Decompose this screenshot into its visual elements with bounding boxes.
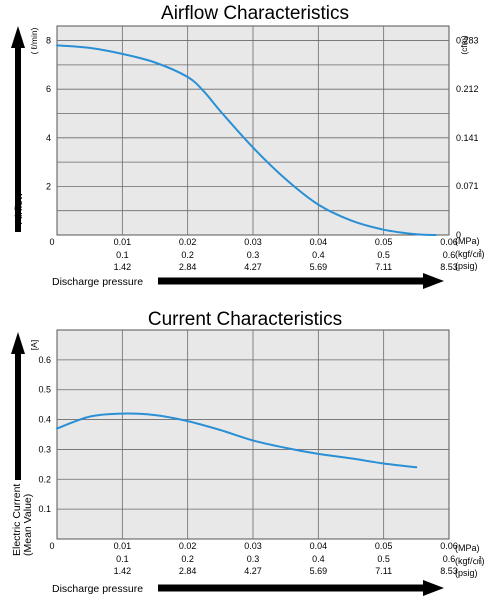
x-tick-label-psig: 7.11 <box>375 566 392 576</box>
x-tick-label-psig: 4.27 <box>244 262 262 272</box>
current-series-line <box>56 412 418 469</box>
x-tick-label-mpa: 0.06 <box>440 541 458 551</box>
airflow-y-unit: ( ℓ/min) <box>29 27 39 54</box>
x-tick-label-mpa: 0.05 <box>375 237 393 247</box>
x-tick-label-kgf: 0.3 <box>247 554 260 564</box>
airflow-chart: Airflow Characteristics Airflow ( ℓ/min)… <box>11 3 485 289</box>
airflow-y-label: Airflow <box>13 192 25 224</box>
airflow-x-ticks: 0 0.01 0.1 1.42 0.02 0.2 2.84 0.03 0.3 4.27 0.04 0.… <box>49 237 457 272</box>
x-tick-label-psig: 1.42 <box>114 566 132 576</box>
x-tick-label-psig: 4.27 <box>244 566 262 576</box>
x-tick-label-psig: 8.53 <box>440 262 458 272</box>
y-tick-label: 0.6 <box>38 355 51 365</box>
airflow-secondary-y-unit: (cfm) <box>459 35 469 55</box>
x-tick-label-kgf: 0.4 <box>312 250 325 260</box>
x-tick-label-kgf: 0.6 <box>443 250 456 260</box>
current-title: Current Characteristics <box>148 309 342 330</box>
y-tick-label: 6 <box>46 84 51 94</box>
y-tick-label: 0.4 <box>38 415 51 425</box>
secondary-y-tick-label: 0.283 <box>456 36 479 46</box>
y-tick-label: 8 <box>46 36 51 46</box>
airflow-secondary-y-ticks: 0 0.071 0.141 0.212 0.283 <box>456 36 479 240</box>
x-tick-label-mpa: 0 <box>49 541 54 551</box>
x-tick-label-kgf: 0.3 <box>247 250 260 260</box>
airflow-x-unit-kgf: (kgf/㎠) <box>455 249 485 259</box>
x-tick-label-mpa: 0.02 <box>179 541 197 551</box>
x-tick-label-kgf: 0.1 <box>116 250 129 260</box>
airflow-series-line <box>56 44 437 236</box>
airflow-title: Airflow Characteristics <box>161 3 349 24</box>
secondary-y-tick-label: 0.212 <box>456 84 479 94</box>
y-tick-label: 4 <box>46 133 51 143</box>
airflow-x-label: Discharge pressure <box>52 276 143 288</box>
x-tick-label-mpa: 0.06 <box>440 237 458 247</box>
x-tick-label-mpa: 0.04 <box>310 237 328 247</box>
current-grid <box>57 330 449 539</box>
x-tick-label-psig: 2.84 <box>179 566 197 576</box>
current-x-ticks: 0 0.01 0.1 1.42 0.02 0.2 2.84 0.03 0.3 4.27 0.04 0.… <box>49 541 457 576</box>
airflow-x-unit-psig: (psig) <box>455 261 478 271</box>
x-tick-label-psig: 5.69 <box>310 566 328 576</box>
current-y-label-line2: (Mean Value) <box>22 494 34 556</box>
x-tick-label-kgf: 0.4 <box>312 554 325 564</box>
x-tick-label-mpa: 0.03 <box>244 541 262 551</box>
airflow-grid <box>57 26 449 235</box>
current-x-unit-psig: (psig) <box>455 568 478 578</box>
x-tick-label-mpa: 0.02 <box>179 237 197 247</box>
x-tick-label-psig: 2.84 <box>179 262 197 272</box>
airflow-x-arrow <box>158 273 444 289</box>
x-tick-label-kgf: 0.2 <box>181 554 194 564</box>
x-tick-label-mpa: 0.03 <box>244 237 262 247</box>
x-tick-label-kgf: 0.5 <box>377 554 390 564</box>
x-tick-label-mpa: 0.05 <box>375 541 393 551</box>
x-tick-label-mpa: 0.01 <box>114 541 132 551</box>
secondary-y-tick-label: 0 <box>456 230 461 240</box>
current-chart: Current Characteristics Electric Current… <box>11 309 485 596</box>
airflow-y-arrow <box>11 26 25 232</box>
current-x-unit-mpa: (MPa) <box>455 543 480 553</box>
secondary-y-tick-label: 0.141 <box>456 133 479 143</box>
x-tick-label-mpa: 0 <box>49 237 54 247</box>
x-tick-label-psig: 1.42 <box>114 262 132 272</box>
y-tick-label: 2 <box>46 181 51 191</box>
current-x-arrow <box>158 580 444 596</box>
x-tick-label-kgf: 0.1 <box>116 554 129 564</box>
x-tick-label-mpa: 0.01 <box>114 237 132 247</box>
y-tick-label: 0.5 <box>38 385 51 395</box>
current-y-unit: [A] <box>29 340 39 350</box>
current-x-label: Discharge pressure <box>52 583 143 595</box>
y-tick-label: 0.3 <box>38 444 51 454</box>
y-tick-label: 0.1 <box>38 504 51 514</box>
current-x-unit-kgf: (kgf/㎠) <box>455 556 485 566</box>
x-tick-label-psig: 5.69 <box>310 262 328 272</box>
y-tick-label: 0.2 <box>38 474 51 484</box>
current-y-ticks: 0.1 0.2 0.3 0.4 0.5 0.6 <box>38 355 51 514</box>
x-tick-label-mpa: 0.04 <box>310 541 328 551</box>
x-tick-label-psig: 7.11 <box>375 262 392 272</box>
airflow-y-ticks: 2 4 6 8 <box>46 36 51 192</box>
x-tick-label-psig: 8.53 <box>440 566 458 576</box>
x-tick-label-kgf: 0.5 <box>377 250 390 260</box>
airflow-x-unit-mpa: (MPa) <box>455 236 480 246</box>
x-tick-label-kgf: 0.6 <box>443 554 456 564</box>
secondary-y-tick-label: 0.071 <box>456 181 479 191</box>
current-y-arrow <box>11 332 25 480</box>
current-y-label-line1: Electric Current <box>11 484 23 556</box>
x-tick-label-kgf: 0.2 <box>181 250 194 260</box>
